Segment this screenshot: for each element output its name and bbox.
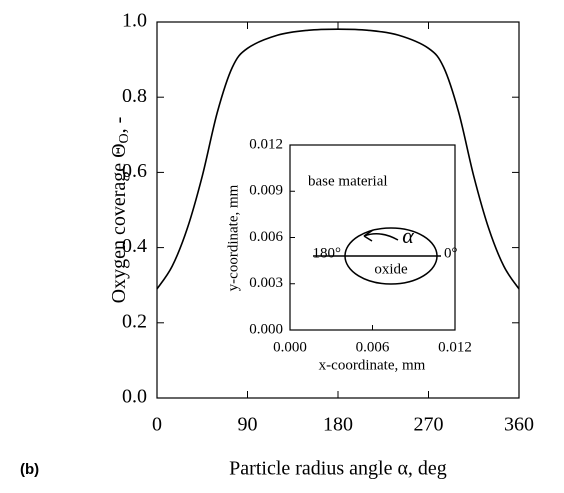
- inset-y-tick-label: 0.006: [249, 229, 283, 245]
- x-tick-label: 180: [323, 414, 353, 436]
- angle-arrow: [363, 233, 399, 241]
- inset-sketch: [313, 227, 441, 285]
- y-tick-label: 0.0: [122, 386, 147, 408]
- inset-frame: [289, 144, 456, 331]
- y-tick-label: 0.8: [122, 85, 147, 107]
- inset-x-tick-label: 0.006: [356, 339, 390, 355]
- data-line: [156, 28, 520, 290]
- inset-y-label: y-coordinate, mm: [225, 184, 241, 291]
- inset-y-tick-label: 0.000: [249, 321, 283, 337]
- arrow-head: [363, 229, 374, 242]
- y-tick-label: 0.6: [122, 160, 147, 182]
- y-tick-label: 0.2: [122, 310, 147, 332]
- x-tick-label: 90: [238, 414, 258, 436]
- annotation: base material: [308, 173, 388, 189]
- y-tick-label: 1.0: [122, 10, 147, 32]
- y-axis-label-part: Oxygen coverage Θ: [108, 143, 130, 303]
- annotation: 0°: [444, 245, 458, 261]
- inset-x-tick-label: 0.000: [273, 339, 307, 355]
- inset-y-tick-label: 0.012: [249, 136, 283, 152]
- annotation: α: [402, 223, 414, 248]
- y-tick-label: 0.4: [122, 235, 147, 257]
- annotation: 180°: [313, 245, 342, 261]
- y-axis-label-part: , -: [108, 117, 130, 134]
- inset-y-tick-label: 0.003: [249, 275, 283, 291]
- panel-label: (b): [20, 461, 39, 478]
- x-axis-label: Particle radius angle α, deg: [229, 458, 447, 480]
- inset-x-label: x-coordinate, mm: [319, 357, 426, 373]
- x-tick-label: 0: [152, 414, 162, 436]
- y-axis-label-sub: O: [117, 133, 132, 143]
- inset-x-tick-label: 0.012: [438, 339, 472, 355]
- annotation: oxide: [374, 261, 408, 277]
- x-tick-label: 270: [414, 414, 444, 436]
- x-tick-label: 360: [504, 414, 534, 436]
- y-axis-label: Oxygen coverage ΘO, -: [108, 117, 133, 304]
- inset-y-tick-label: 0.009: [249, 183, 283, 199]
